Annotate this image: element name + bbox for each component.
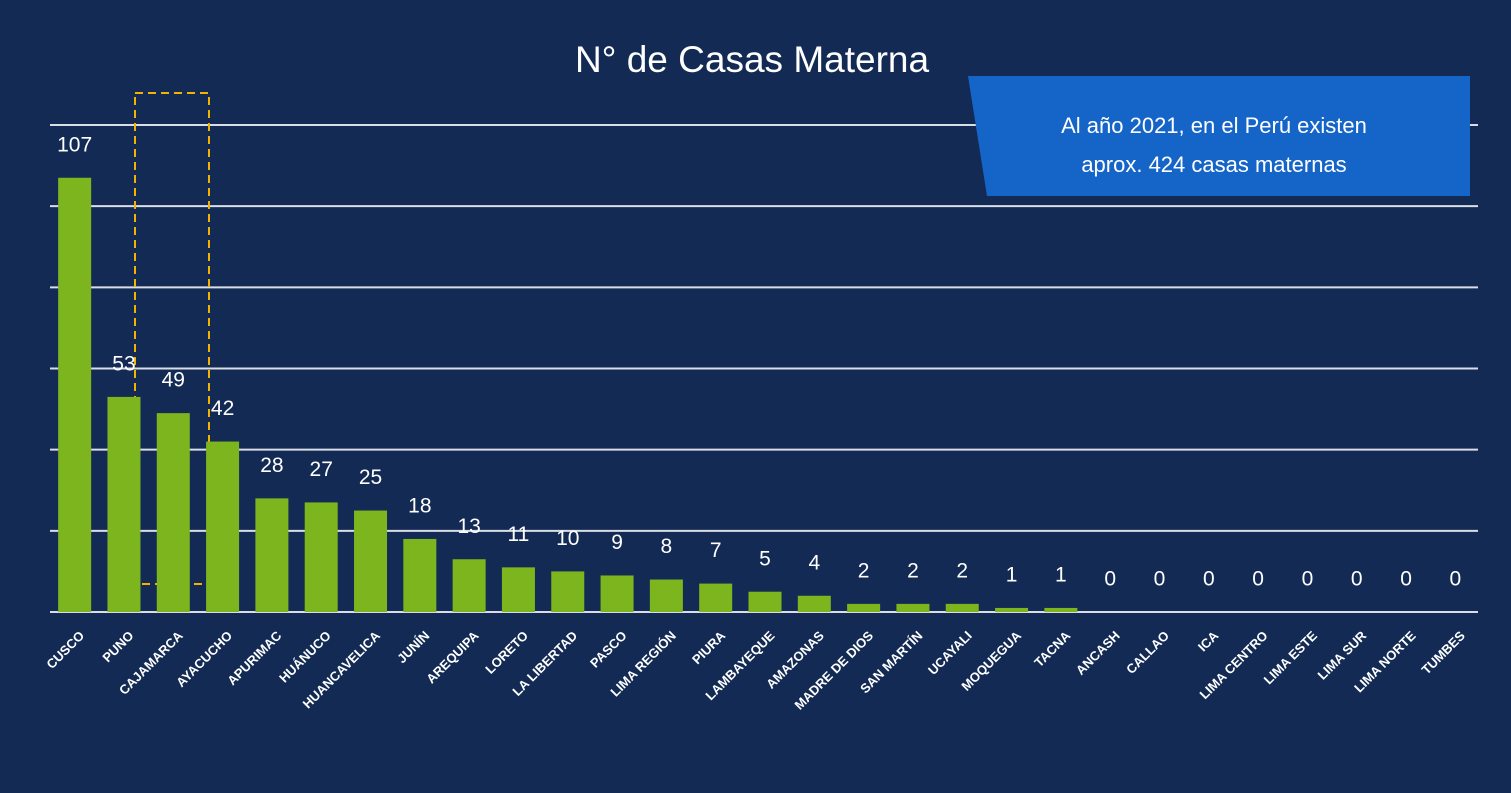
chart-title: N° de Casas Materna — [575, 39, 930, 80]
value-label: 107 — [57, 133, 92, 156]
bar — [945, 603, 979, 612]
annotation-line: aprox. 424 casas maternas — [1081, 152, 1346, 177]
bar — [58, 177, 92, 612]
annotation-box — [968, 76, 1470, 196]
value-label: 2 — [858, 559, 870, 582]
value-label: 0 — [1450, 568, 1462, 591]
bar — [452, 559, 486, 612]
value-label: 0 — [1302, 568, 1314, 591]
value-label: 13 — [457, 515, 480, 538]
value-label: 18 — [408, 494, 431, 517]
bar — [206, 441, 240, 612]
bar — [107, 396, 141, 612]
bar — [649, 579, 683, 612]
bar — [551, 571, 585, 612]
value-label: 28 — [260, 454, 283, 477]
bar — [354, 510, 388, 612]
bar — [255, 498, 289, 612]
value-label: 9 — [611, 531, 623, 554]
bar — [1044, 607, 1078, 612]
bar — [748, 591, 782, 612]
value-label: 0 — [1351, 568, 1363, 591]
value-label: 49 — [162, 369, 185, 392]
bar — [403, 538, 437, 612]
bar — [797, 595, 831, 612]
value-label: 0 — [1154, 568, 1166, 591]
bar — [847, 603, 881, 612]
value-label: 2 — [956, 559, 968, 582]
value-label: 1 — [1006, 563, 1018, 586]
bar — [699, 583, 733, 612]
value-label: 0 — [1203, 568, 1215, 591]
value-label: 53 — [112, 352, 135, 375]
bar — [304, 502, 338, 612]
bar — [501, 567, 535, 612]
value-label: 0 — [1252, 568, 1264, 591]
value-label: 1 — [1055, 563, 1067, 586]
bar — [600, 575, 634, 612]
value-label: 11 — [508, 523, 530, 546]
value-label: 4 — [808, 551, 820, 574]
value-label: 10 — [556, 527, 579, 550]
bar — [896, 603, 930, 612]
bar — [995, 607, 1029, 612]
value-label: 5 — [759, 547, 771, 570]
value-label: 42 — [211, 397, 234, 420]
annotation-line: Al año 2021, en el Perú existen — [1061, 113, 1367, 138]
value-label: 27 — [310, 458, 333, 481]
value-label: 0 — [1104, 568, 1116, 591]
value-label: 7 — [710, 539, 722, 562]
value-label: 2 — [907, 559, 919, 582]
bar — [156, 413, 190, 612]
value-label: 25 — [359, 466, 382, 489]
value-label: 8 — [661, 535, 673, 558]
value-label: 0 — [1400, 568, 1412, 591]
